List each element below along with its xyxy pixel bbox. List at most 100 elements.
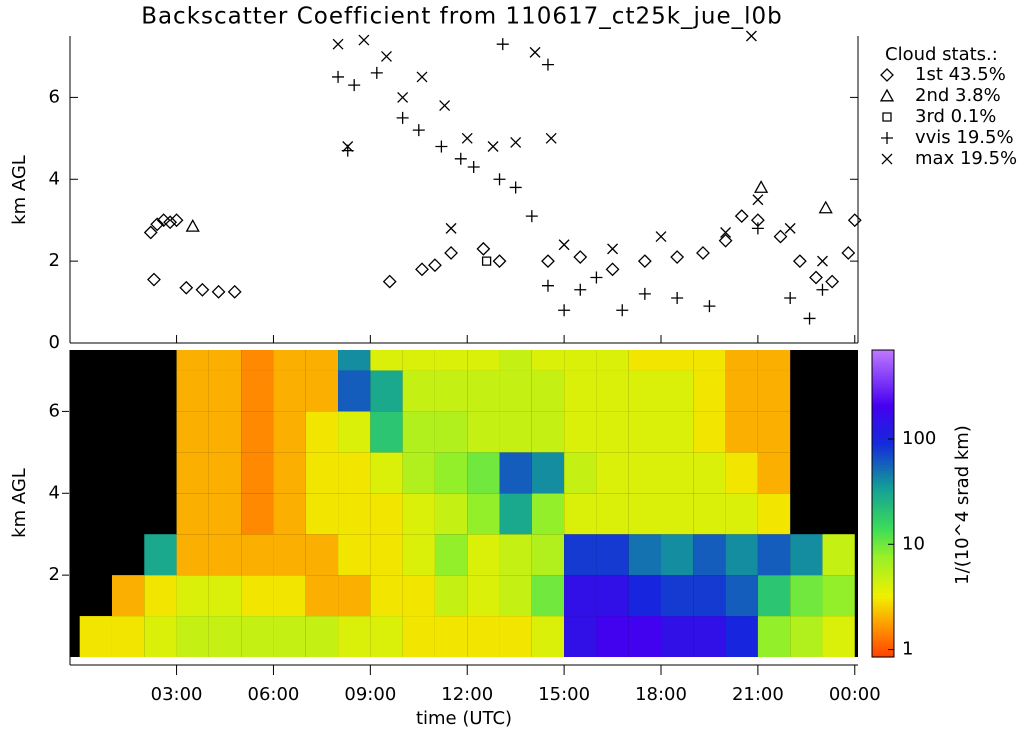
heat-cell (757, 575, 791, 617)
colorbar-step (872, 646, 894, 650)
marker (454, 152, 467, 165)
heat-cell (693, 350, 726, 371)
heat-cell (628, 452, 661, 494)
marker (754, 180, 769, 193)
marker (590, 271, 603, 284)
colorbar-step (872, 460, 894, 464)
x-tick-label: 15:00 (538, 684, 590, 705)
colorbar-step (872, 434, 894, 438)
heat-cell (725, 411, 758, 453)
heat-cell (273, 616, 306, 657)
colorbar-step (872, 631, 894, 635)
colorbar-step (872, 513, 894, 517)
heat-cell (338, 493, 371, 535)
colorbar-step (872, 503, 894, 507)
heat-cell (370, 616, 403, 657)
marker (616, 304, 629, 317)
marker (605, 262, 620, 277)
colorbar-step (872, 396, 894, 400)
colorbar-step (872, 454, 894, 459)
colorbar-step (872, 541, 894, 546)
marker (817, 255, 828, 267)
colorbar-step (872, 577, 894, 581)
marker (169, 213, 184, 228)
heat-cell (531, 534, 565, 576)
marker (541, 279, 554, 292)
colorbar-step (872, 628, 894, 633)
heat-cell (338, 616, 371, 657)
colorbar-step (872, 613, 894, 617)
heat-cell (596, 575, 629, 617)
marker (574, 283, 587, 296)
colorbar-step (872, 554, 894, 558)
colorbar-step (872, 360, 894, 364)
heat-cell (693, 534, 726, 576)
colorbar-step (872, 406, 894, 410)
heat-cell (531, 370, 565, 412)
heat-cell (661, 350, 694, 371)
marker (510, 136, 522, 148)
marker (415, 262, 429, 277)
colorbar-step (872, 365, 894, 369)
plot-frame (70, 36, 858, 343)
heat-cell (661, 534, 694, 576)
y-tick-label: 0 (49, 332, 60, 353)
marker (332, 70, 345, 83)
y-tick-label: 2 (49, 564, 60, 585)
colorbar-step (872, 654, 894, 658)
heat-cell (467, 350, 500, 371)
marker (752, 194, 764, 206)
heat-cell (305, 575, 339, 617)
marker (496, 38, 509, 51)
marker (143, 225, 158, 240)
colorbar-step (872, 500, 894, 505)
marker (541, 254, 555, 269)
heat-cell (434, 370, 468, 412)
heat-cell (661, 452, 694, 494)
colorbar-step (872, 621, 894, 625)
heat-cell (338, 370, 371, 412)
heat-cell (693, 370, 726, 412)
colorbar-step (872, 506, 894, 510)
colorbar-label: 1/(10^4 srad km) (952, 425, 973, 585)
colorbar-step (872, 442, 894, 446)
heat-cell (564, 350, 597, 371)
x-axis-label: time (UTC) (416, 708, 512, 729)
colorbar-step (872, 352, 894, 356)
y-tick-label: 4 (49, 482, 60, 503)
colorbar-step (872, 616, 894, 620)
x-tick-label: 06:00 (248, 684, 300, 705)
marker (461, 132, 473, 144)
heat-cell (402, 616, 435, 657)
heat-cell (757, 452, 791, 494)
heat-cell (370, 411, 403, 453)
marker (670, 250, 685, 264)
heat-cell (176, 411, 209, 453)
marker (558, 304, 571, 317)
heat-cell (273, 575, 306, 617)
colorbar-step (872, 546, 894, 551)
marker (671, 291, 684, 304)
marker (541, 58, 554, 71)
marker (573, 250, 588, 264)
heat-cell (628, 575, 661, 617)
colorbar-step (872, 539, 894, 543)
heat-cell (757, 616, 791, 657)
heat-cell (176, 575, 209, 617)
marker (227, 284, 242, 299)
colorbar-step (872, 452, 894, 456)
colorbar-step (872, 575, 894, 579)
heat-cell (467, 616, 500, 657)
colorbar-step (872, 419, 894, 423)
heat-cell (305, 493, 339, 535)
heat-cell (790, 616, 823, 657)
heat-cell (79, 616, 112, 657)
marker (703, 300, 716, 313)
colorbar-step (872, 355, 894, 359)
x-tick-label: 12:00 (441, 684, 493, 705)
heat-cell (499, 616, 532, 657)
heat-cell (757, 411, 791, 453)
heat-cell (305, 452, 339, 494)
colorbar-step (872, 398, 894, 402)
heat-cell (176, 350, 209, 371)
